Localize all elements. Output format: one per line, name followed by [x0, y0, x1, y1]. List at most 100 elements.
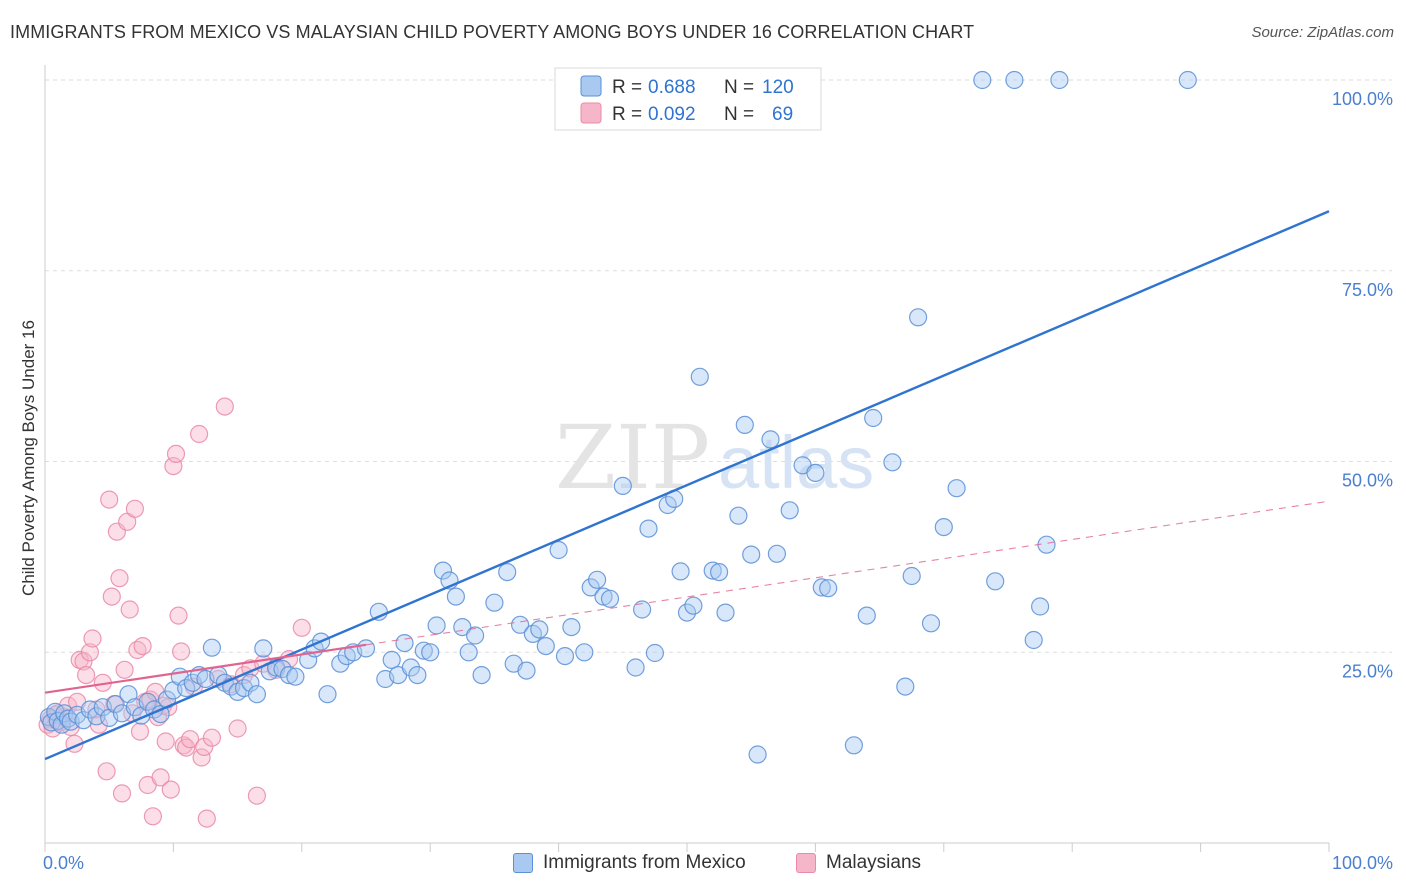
- point-mexico-76: [549, 540, 568, 560]
- point-mexico-46: [318, 685, 337, 704]
- point-mexico-106: [806, 463, 825, 482]
- point-mexico-80: [581, 578, 600, 597]
- point-mexico-86: [632, 600, 652, 619]
- point-mexico-100: [742, 545, 761, 564]
- watermark: ZIP atlas: [555, 406, 874, 509]
- point-mexico-56: [401, 658, 420, 677]
- point-malaysians-15: [83, 629, 102, 648]
- legend-n-value-malaysians: 69: [772, 104, 793, 125]
- y-tick-label-1: 50.0%: [1342, 471, 1393, 491]
- point-mexico-118: [947, 479, 966, 498]
- x-tick-label-0: 0.0%: [43, 853, 84, 873]
- legend-stats: R = 0.688 N = 120 R = 0.092 N = 69: [554, 67, 822, 131]
- legend-label-malaysians: Malaysians: [826, 852, 922, 873]
- point-mexico-36: [247, 685, 266, 704]
- point-mexico-50: [356, 639, 376, 658]
- point-malaysians-33: [133, 636, 152, 656]
- point-malaysians-30: [125, 499, 144, 518]
- y-tick-label-3: 100.0%: [1332, 89, 1393, 109]
- point-mexico-116: [921, 614, 941, 633]
- point-mexico-121: [1005, 70, 1024, 90]
- point-malaysians-57: [202, 728, 221, 747]
- point-mexico-71: [510, 615, 530, 634]
- legend-r-value-malaysians: 0.092: [648, 104, 696, 125]
- point-mexico-87: [639, 519, 658, 538]
- point-mexico-43: [299, 650, 318, 670]
- point-mexico-94: [690, 367, 709, 386]
- legend-n-label-mexico: N =: [724, 77, 754, 98]
- point-malaysians-51: [181, 730, 200, 749]
- point-malaysians-37: [143, 807, 162, 826]
- point-malaysians-21: [102, 587, 121, 606]
- legend-n-value-mexico: 120: [762, 77, 794, 98]
- point-malaysians-19: [97, 762, 116, 781]
- point-malaysians-24: [110, 569, 129, 588]
- point-malaysians-64: [247, 786, 266, 805]
- point-malaysians-12: [74, 652, 93, 671]
- point-mexico-113: [896, 677, 915, 696]
- point-mexico-81: [587, 570, 607, 589]
- point-malaysians-46: [166, 444, 186, 463]
- legend-r-label-mexico: R =: [612, 77, 642, 98]
- point-mexico-83: [600, 589, 620, 608]
- point-mexico-110: [857, 606, 876, 625]
- point-mexico-72: [517, 661, 536, 680]
- gridlines: [45, 79, 1392, 653]
- chart-title: IMMIGRANTS FROM MEXICO VS MALAYSIAN CHIL…: [10, 22, 975, 42]
- point-mexico-96: [709, 562, 729, 582]
- legend-stats-swatch-mexico: [580, 75, 602, 97]
- point-mexico-63: [446, 587, 465, 606]
- point-mexico-85: [626, 658, 645, 677]
- point-mexico-67: [472, 665, 491, 685]
- point-mexico-117: [934, 517, 953, 537]
- point-mexico-115: [908, 308, 928, 327]
- point-mexico-68: [485, 593, 504, 612]
- point-mexico-122: [1024, 630, 1043, 650]
- watermark-atlas: atlas: [718, 421, 874, 504]
- x-tick-label-1: 100.0%: [1332, 853, 1393, 873]
- point-malaysians-28: [120, 600, 139, 619]
- point-mexico-35: [241, 673, 260, 692]
- trend-line-malaysians-extended: [365, 500, 1330, 646]
- point-mexico-55: [395, 633, 414, 653]
- point-mexico-119: [973, 70, 992, 90]
- source-label: Source: ZipAtlas.com: [1251, 24, 1394, 41]
- legend-swatch-mexico: [513, 853, 533, 873]
- legend-label-mexico: Immigrants from Mexico: [543, 852, 746, 873]
- point-mexico-78: [562, 617, 581, 637]
- point-malaysians-42: [156, 732, 175, 751]
- point-mexico-99: [735, 415, 754, 434]
- legend-item-mexico: Immigrants from Mexico: [513, 852, 746, 874]
- point-malaysians-25: [112, 784, 132, 803]
- point-malaysians-20: [100, 490, 119, 509]
- y-tick-label-2: 75.0%: [1342, 280, 1393, 300]
- watermark-zip: ZIP: [555, 406, 710, 509]
- point-malaysians-40: [151, 768, 170, 787]
- point-mexico-77: [555, 646, 575, 666]
- trend-line-mexico: [44, 210, 1330, 761]
- mexico-points: [39, 70, 1197, 764]
- point-mexico-109: [844, 736, 864, 755]
- point-mexico-107: [812, 578, 831, 597]
- point-malaysians-59: [215, 397, 234, 416]
- legend-n-label-malaysians: N =: [724, 104, 754, 125]
- point-mexico-108: [819, 579, 838, 598]
- point-malaysians-53: [190, 424, 209, 444]
- point-malaysians-61: [228, 719, 247, 738]
- point-malaysians-47: [169, 606, 188, 625]
- point-malaysians-48: [172, 642, 191, 661]
- point-mexico-47: [331, 654, 350, 673]
- point-malaysians-26: [115, 660, 134, 679]
- point-mexico-37: [254, 639, 273, 658]
- legend-r-label-malaysians: R =: [612, 104, 642, 125]
- point-malaysians-55: [195, 737, 214, 757]
- point-mexico-14: [106, 694, 125, 714]
- point-malaysians-56: [197, 809, 216, 828]
- trend-lines: [44, 210, 1330, 761]
- point-malaysians-50: [177, 738, 196, 757]
- point-mexico-79: [575, 643, 594, 662]
- point-mexico-126: [1178, 70, 1197, 90]
- point-mexico-58: [414, 641, 433, 660]
- point-mexico-101: [748, 745, 767, 764]
